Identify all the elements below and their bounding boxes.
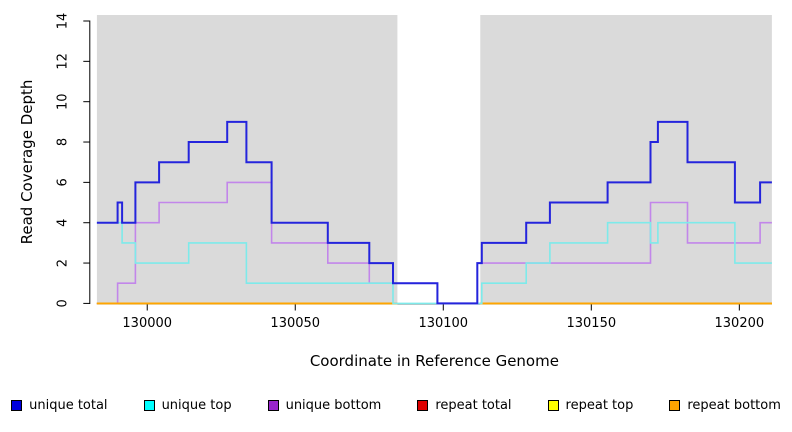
legend-swatch-repeat-bottom [669, 400, 681, 411]
legend: unique total unique top unique bottom re… [0, 398, 792, 413]
y-tick-label: 8 [56, 138, 71, 146]
series-lines [96, 120, 772, 305]
legend-label: unique bottom [285, 398, 382, 413]
legend-item-unique-bottom: unique bottom [267, 398, 382, 413]
x-tick-label: 130150 [566, 316, 616, 331]
x-axis-title: Coordinate in Reference Genome [310, 352, 559, 370]
legend-swatch-repeat-top [547, 400, 559, 411]
y-tick-label: 2 [56, 259, 71, 267]
y-tick-label: 4 [56, 219, 71, 227]
series-line-unique-top [96, 221, 772, 305]
legend-item-unique-top: unique top [143, 398, 232, 413]
x-tick-label: 130200 [715, 316, 765, 331]
x-tick-label: 130100 [418, 316, 468, 331]
series-line-unique-total [96, 120, 772, 305]
legend-swatch-unique-top [143, 400, 155, 411]
legend-swatch-unique-bottom [267, 400, 279, 411]
y-axis-title: Read Coverage Depth [18, 80, 36, 245]
legend-label: repeat bottom [687, 398, 781, 413]
plot-background [96, 15, 772, 304]
legend-label: unique top [161, 398, 232, 413]
legend-swatch-repeat-total [417, 400, 429, 411]
x-tick-label: 130050 [270, 316, 320, 331]
legend-label: unique total [29, 398, 108, 413]
x-tick-label: 130000 [122, 316, 172, 331]
y-tick-label: 12 [56, 53, 71, 70]
legend-item-repeat-bottom: repeat bottom [669, 398, 781, 413]
legend-item-repeat-top: repeat top [547, 398, 634, 413]
legend-label: repeat total [435, 398, 512, 413]
y-tick-label: 10 [56, 93, 71, 110]
legend-item-repeat-total: repeat total [417, 398, 512, 413]
legend-swatch-unique-total [11, 400, 23, 411]
plot-bg-region [480, 15, 772, 304]
y-tick-label: 6 [56, 178, 71, 186]
y-tick-label: 14 [56, 13, 71, 30]
y-tick-label: 0 [56, 299, 71, 307]
series-line-unique-bottom [96, 181, 772, 305]
legend-label: repeat top [565, 398, 634, 413]
legend-item-unique-total: unique total [11, 398, 108, 413]
